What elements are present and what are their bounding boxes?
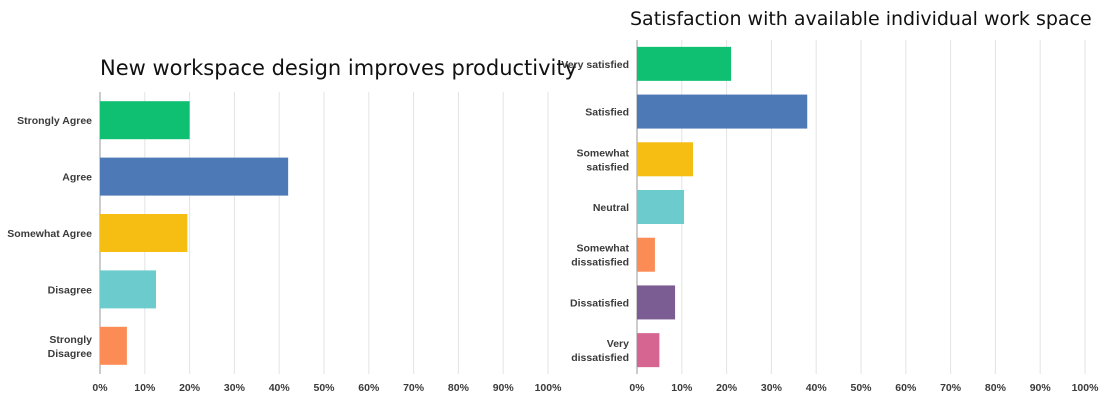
x-tick-label: 30% <box>224 382 246 394</box>
category-label: Somewhat satisfied <box>576 147 629 173</box>
x-tick-label: 30% <box>761 382 783 394</box>
category-label: Somewhat dissatisfied <box>571 243 629 269</box>
x-tick-label: 50% <box>313 382 335 394</box>
x-tick-label: 80% <box>985 382 1007 394</box>
x-tick-label: 10% <box>134 382 156 394</box>
x-tick-label: 70% <box>940 382 962 394</box>
x-tick-label: 80% <box>448 382 470 394</box>
x-tick-label: 0% <box>92 382 108 394</box>
category-label: Very satisfied <box>561 59 629 71</box>
category-label: Satisfied <box>585 107 629 119</box>
bar-strongly-disagree <box>100 326 127 365</box>
bar-dissatisfied <box>637 285 676 320</box>
bar-neutral <box>637 190 685 224</box>
category-label: Disagree <box>48 284 93 296</box>
x-tick-label: 90% <box>493 382 515 394</box>
x-tick-label: 20% <box>716 382 738 394</box>
x-tick-label: 50% <box>850 382 872 394</box>
x-tick-label: 100% <box>535 382 563 394</box>
category-label: Very dissatisfied <box>571 338 629 364</box>
x-tick-label: 70% <box>403 382 425 394</box>
x-tick-label: 60% <box>358 382 380 394</box>
bar-somewhat-agree <box>100 214 188 252</box>
x-tick-label: 0% <box>629 382 645 394</box>
bar-strongly-agree <box>100 101 190 140</box>
bar-disagree <box>100 270 156 309</box>
bar-satisfied <box>637 94 808 129</box>
x-tick-label: 40% <box>269 382 291 394</box>
category-label: Dissatisfied <box>570 297 629 309</box>
x-tick-label: 90% <box>1030 382 1052 394</box>
productivity-chart-plot: 0% 10% 20% 30% 40% 50% 60% 70% 80% 90% 100% Strongl… <box>7 92 563 394</box>
bar-agree <box>100 157 289 196</box>
category-label: Strongly Agree <box>17 115 92 127</box>
x-tick-label: 100% <box>1072 382 1100 394</box>
chart-title: Satisfaction with available individual w… <box>630 8 1092 30</box>
category-label: Somewhat Agree <box>7 228 92 240</box>
x-tick-label: 40% <box>806 382 828 394</box>
bar-somewhat-satisfied <box>637 142 693 177</box>
category-label: Agree <box>62 172 92 184</box>
chart-title: New workspace design improves productivi… <box>100 56 578 80</box>
x-tick-label: 10% <box>671 382 693 394</box>
x-tick-label: 20% <box>179 382 201 394</box>
x-tick-label: 60% <box>895 382 917 394</box>
bar-somewhat-dissatisfied <box>637 237 655 272</box>
bar-very-satisfied <box>637 46 732 81</box>
bar-very-dissatisfied <box>637 333 660 368</box>
category-label: Neutral <box>593 202 629 214</box>
category-label: Strongly Disagree <box>48 334 93 360</box>
